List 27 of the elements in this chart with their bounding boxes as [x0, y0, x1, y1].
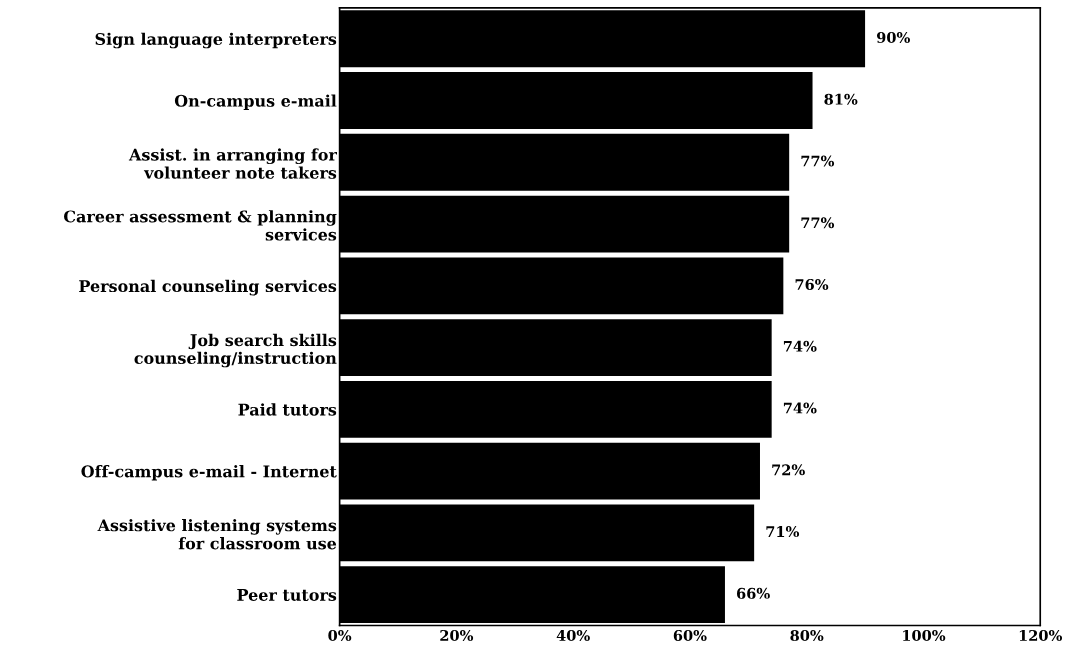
x-tick-label: 100%: [903, 629, 946, 641]
y-tick-label: Career assessment & planning services: [64, 210, 337, 241]
x-tick-label: 20%: [440, 629, 474, 641]
data-label: 77%: [801, 217, 835, 229]
y-tick-label: Job search skills counseling/instruction: [134, 333, 337, 368]
data-label: 72%: [772, 464, 805, 476]
y-tick-label: Off-campus e-mail - Internet: [81, 465, 337, 481]
y-tick-label: Assist. in arranging for volunteer note takers: [128, 148, 338, 179]
y-tick-label: Personal counseling services: [79, 279, 337, 296]
y-tick-label: Paid tutors: [238, 403, 337, 416]
y-tick-label: On-campus e-mail: [174, 94, 337, 110]
x-tick-label: 120%: [1019, 629, 1063, 641]
data-label: 74%: [783, 340, 817, 352]
data-label: 66%: [736, 587, 770, 599]
y-tick-label: Sign language interpreters: [95, 32, 337, 49]
data-label: 77%: [801, 155, 835, 167]
x-tick-label: 60%: [673, 629, 707, 641]
data-label: 76%: [795, 279, 829, 291]
y-tick-label: Peer tutors: [237, 589, 337, 601]
data-label: 81%: [824, 93, 858, 105]
y-tick-label: Assistive listening systems for classroom use: [97, 518, 337, 550]
x-tick-label: 40%: [556, 629, 590, 641]
data-label: 90%: [876, 31, 910, 43]
x-tick-label: 0%: [328, 629, 352, 641]
data-label: 74%: [783, 402, 817, 414]
data-label: 71%: [766, 526, 800, 538]
x-tick-label: 80%: [790, 629, 824, 641]
